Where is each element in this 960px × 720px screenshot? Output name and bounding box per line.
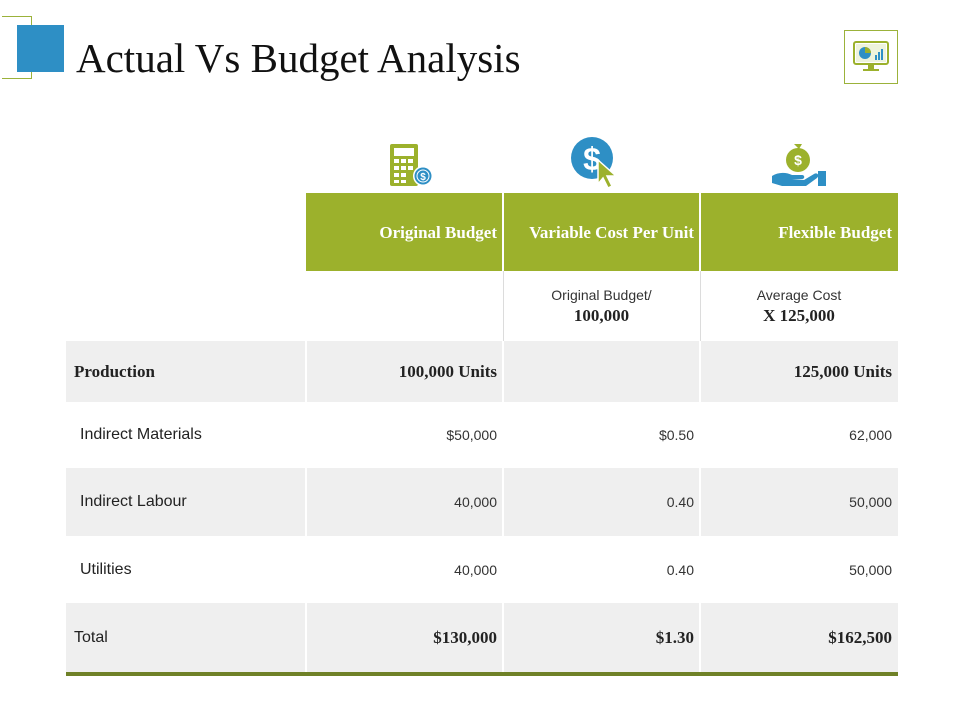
row-divider [305, 603, 307, 672]
row-value-variable-cost: $1.30 [655, 627, 694, 647]
hand-money-bag-icon: $ [768, 138, 830, 195]
variable-cost-formula-line2: 100,000 [573, 306, 630, 325]
row-value-flexible-budget: 50,000 [849, 561, 892, 578]
subheader-divider [700, 271, 701, 341]
svg-text:$: $ [420, 172, 426, 183]
table-row-indirect-labour: Indirect Labour 40,000 0.40 50,000 [66, 468, 898, 536]
row-value-variable-cost: 0.40 [666, 494, 694, 510]
row-value-variable-cost: 0.40 [666, 561, 694, 578]
row-label: Indirect Materials [80, 426, 202, 443]
table-bottom-rule [66, 672, 898, 676]
variable-cost-formula: Original Budget/ 100,000 [503, 287, 700, 326]
table-row-production: Production 100,000 Units 125,000 Units [66, 341, 898, 402]
table-row-total: Total $130,000 $1.30 $162,500 [66, 603, 898, 672]
row-value-original-budget: 40,000 [454, 561, 497, 578]
row-value-original-budget: $130,000 [433, 627, 497, 647]
monitor-chart-icon [844, 30, 898, 84]
row-divider [502, 341, 504, 402]
table-row-indirect-materials: Indirect Materials $50,000 $0.50 62,000 [66, 402, 898, 468]
row-value-original-budget: 40,000 [454, 494, 497, 510]
flexible-budget-formula-line2: X 125,000 [763, 306, 835, 325]
row-divider [699, 468, 701, 536]
row-label: Indirect Labour [80, 493, 187, 510]
corner-square-decoration [17, 25, 64, 72]
row-value-variable-cost: $0.50 [658, 427, 694, 443]
row-label: Total [74, 628, 108, 646]
subheader-divider [503, 271, 504, 341]
dollar-cursor-icon: $ [570, 136, 620, 195]
row-divider [699, 603, 701, 672]
variable-cost-formula-line1: Original Budget/ [551, 287, 652, 303]
header-divider [699, 193, 701, 271]
header-divider [502, 193, 504, 271]
row-divider [305, 341, 307, 402]
row-value-flexible-budget: 62,000 [849, 427, 892, 443]
row-value-variable-cost [503, 341, 700, 402]
header-variable-cost-per-unit: Variable Cost Per Unit [529, 223, 694, 242]
calculator-dollar-icon: $ [386, 142, 436, 195]
flexible-budget-formula: Average Cost X 125,000 [700, 287, 898, 326]
table-header-band [306, 193, 898, 271]
table-row-utilities: Utilities 40,000 0.40 50,000 [66, 536, 898, 603]
header-original-budget: Original Budget [379, 223, 497, 242]
row-value-original-budget: $50,000 [446, 427, 497, 443]
row-divider [502, 603, 504, 672]
svg-text:$: $ [583, 141, 601, 177]
svg-text:$: $ [794, 152, 802, 168]
row-divider [305, 468, 307, 536]
row-value-flexible-budget: $162,500 [828, 627, 892, 647]
row-value-flexible-budget: 125,000 Units [793, 361, 892, 381]
row-value-original-budget: 100,000 Units [398, 361, 497, 381]
row-divider [699, 341, 701, 402]
flexible-budget-formula-line1: Average Cost [756, 287, 842, 303]
row-divider [502, 468, 504, 536]
header-flexible-budget: Flexible Budget [778, 223, 892, 242]
page-title: Actual Vs Budget Analysis [76, 35, 521, 81]
row-value-flexible-budget: 50,000 [849, 494, 892, 510]
row-label: Utilities [80, 560, 132, 578]
row-label: Production [74, 361, 155, 381]
